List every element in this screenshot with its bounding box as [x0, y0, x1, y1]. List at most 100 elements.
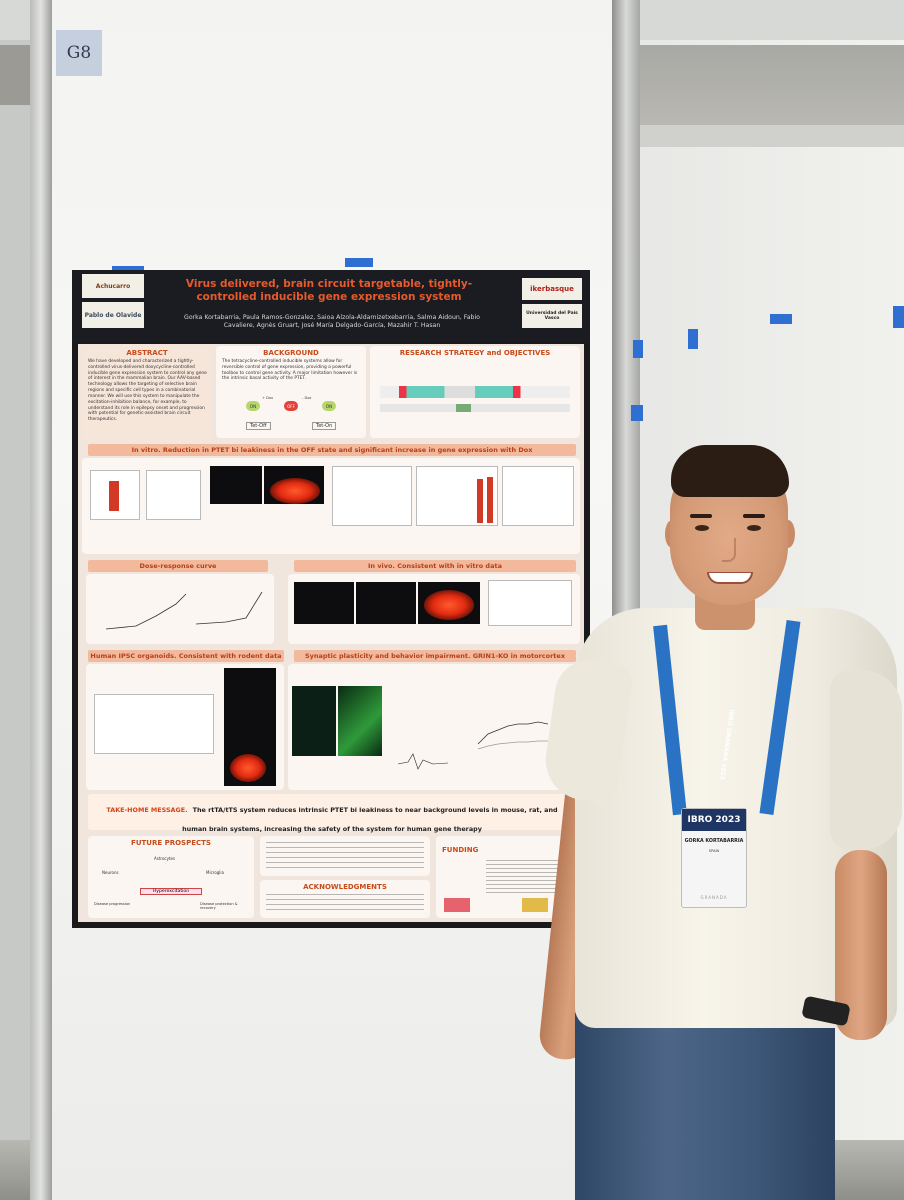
bar — [109, 481, 119, 511]
ipsc-chart — [94, 694, 214, 754]
red-fluorescence — [424, 590, 474, 620]
abstract-box: ABSTRACT We have developed and character… — [82, 346, 212, 442]
badge-footer: GRANADA — [700, 895, 728, 900]
on-pill-left: ON — [246, 401, 260, 411]
blue-tape — [893, 306, 904, 328]
left-brow — [690, 514, 712, 518]
synaptic-chart — [397, 721, 549, 770]
hyperexcitation-label: Hyperexcitation — [140, 888, 202, 895]
reference-lines — [266, 842, 424, 870]
right-brow — [743, 514, 765, 518]
acknowledgments-box: ACKNOWLEDGMENTS — [260, 880, 430, 918]
construct-diagram-2 — [380, 404, 570, 412]
poster-body: ABSTRACT We have developed and character… — [78, 344, 584, 922]
acknowledgments-heading: ACKNOWLEDGMENTS — [303, 883, 387, 891]
research-heading: RESEARCH STRATEGY and OBJECTIVES — [399, 349, 551, 357]
synaptic-line-2 — [477, 740, 548, 750]
red-fluorescence — [230, 754, 266, 782]
dox-plus-label: + Dox — [262, 396, 274, 400]
bar — [477, 479, 483, 523]
ack-lines — [266, 894, 424, 914]
board-post-left — [30, 0, 52, 1200]
blue-tape — [688, 329, 698, 349]
in-vivo-panel — [288, 574, 580, 644]
denim-shorts — [575, 1005, 835, 1200]
poster-title: Virus delivered, brain circuit targetabl… — [185, 278, 473, 304]
poster-header: Achucarro Pablo de Olavide ikerbasque Un… — [72, 270, 590, 342]
synaptic-heading: Synaptic plasticity and behavior impairm… — [294, 650, 576, 662]
ipsc-heading: Human IPSC organoids. Consistent with ro… — [88, 650, 284, 662]
dose-curve-line-2 — [195, 591, 263, 625]
take-home-heading: TAKE-HOME MESSAGE. — [106, 806, 188, 814]
background-heading: BACKGROUND — [263, 349, 319, 357]
in-vitro-heading: In vitro. Reduction in PTET bi leakiness… — [88, 444, 576, 456]
right-wall-ledge — [640, 125, 904, 147]
board-number-label: G8 — [56, 30, 102, 76]
right-sleeve — [830, 670, 902, 850]
on-pill-right: ON — [322, 401, 336, 411]
off-pill: OFF — [284, 401, 298, 411]
green-image-2 — [338, 686, 382, 756]
left-wall — [0, 40, 32, 1140]
tet-on-label: Tet-On — [312, 422, 337, 430]
abstract-text: We have developed and characterized a ti… — [88, 359, 207, 423]
bar-chart-a — [90, 470, 140, 520]
background-text: The tetracycline-controlled inducible sy… — [222, 359, 358, 382]
brain-slice-1 — [294, 582, 354, 624]
disease-protection-label: Disease protection & recovery — [200, 902, 238, 910]
scientific-poster: Achucarro Pablo de Olavide ikerbasque Un… — [72, 270, 590, 928]
dox-minus-label: - Dox — [302, 396, 312, 400]
dose-curve-line — [105, 593, 187, 630]
badge-brand: IBRO 2023 — [682, 809, 746, 831]
take-home-message: TAKE-HOME MESSAGE. The rtTA/tTS system r… — [88, 794, 576, 833]
research-box: RESEARCH STRATEGY and OBJECTIVES — [370, 346, 580, 438]
microglia-label: Microglia — [206, 870, 224, 875]
brain-slice-2 — [356, 582, 416, 624]
bar-chart-d — [416, 466, 498, 526]
astrocytes-label: Astrocytes — [154, 856, 176, 861]
person-presenter: IBRO GRANADA 2023 IBRO 2023 GORKA KORTAB… — [535, 430, 904, 1200]
tet-off-label: Tet-Off — [246, 422, 271, 430]
blue-tape — [633, 340, 643, 358]
in-vivo-heading: In vivo. Consistent with in vitro data — [294, 560, 576, 572]
dose-response-heading: Dose-response curve — [88, 560, 268, 572]
left-eye — [695, 525, 709, 531]
synaptic-panel — [288, 664, 580, 790]
neurons-label: Neurons — [102, 870, 119, 875]
smile — [707, 572, 753, 584]
dose-curve-chart — [105, 591, 263, 630]
name-badge: IBRO 2023 GORKA KORTABARRIA SPAIN GRANAD… — [681, 808, 747, 908]
poster-authors: Gorka Kortabarria, Paula Ramos-Gonzalez,… — [184, 314, 480, 330]
blue-tape — [770, 314, 792, 324]
badge-country: SPAIN — [708, 849, 720, 853]
blue-tape — [112, 266, 144, 271]
trace-line — [397, 753, 449, 770]
in-vitro-panel — [82, 458, 580, 554]
bar-chart-b — [146, 470, 201, 520]
abstract-heading: ABSTRACT — [126, 349, 168, 357]
take-home-text: The rtTA/tTS system reduces intrinsic PT… — [182, 806, 558, 833]
logo-upv: Universidad del País Vasco — [522, 304, 582, 328]
references-box — [260, 836, 430, 876]
construct-diagram — [380, 386, 570, 398]
bar — [487, 477, 493, 523]
bar-chart-e — [502, 466, 574, 526]
in-vivo-chart — [488, 580, 572, 626]
future-heading: FUTURE PROSPECTS — [131, 839, 211, 847]
hair — [671, 445, 789, 497]
blue-tape — [631, 405, 643, 421]
right-eye — [747, 525, 761, 531]
logo-pablo-olavide: Pablo de Olavide — [82, 302, 144, 328]
logo-achucarro: Achucarro — [82, 274, 144, 298]
synaptic-line — [477, 721, 549, 745]
fluorescence-image-2 — [264, 466, 324, 504]
green-image-1 — [292, 686, 336, 756]
nose — [722, 538, 736, 562]
badge-name: GORKA KORTABARRIA — [684, 839, 744, 844]
disease-progression-label: Disease progression — [94, 902, 131, 906]
bar-chart-c — [332, 466, 412, 526]
future-prospects-box: FUTURE PROSPECTS Hyperexcitation Neurons… — [88, 836, 254, 918]
funding-logos — [444, 898, 574, 912]
ipsc-panel — [86, 664, 284, 790]
